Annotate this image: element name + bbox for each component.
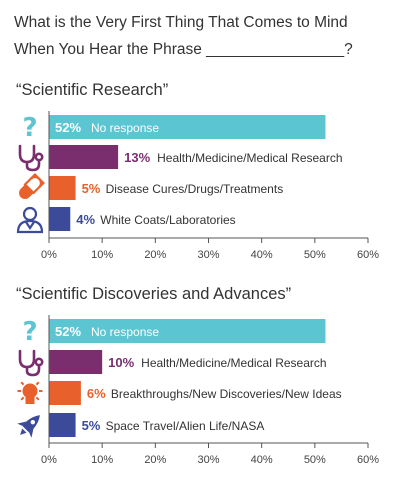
bar-value-label: 13% <box>124 150 150 165</box>
x-tick-label: 50% <box>304 454 326 466</box>
bar-category-label: Health/Medicine/Medical Research <box>157 151 342 165</box>
pill-icon <box>19 173 45 199</box>
chart-1-row-2: 13% Health/Medicine/Medical Research <box>18 144 343 172</box>
bar-category-label: Space Travel/Alien Life/NASA <box>106 419 265 433</box>
bar-category-label: Breakthroughs/New Discoveries/New Ideas <box>111 387 342 401</box>
bar-value-label: 5% <box>82 181 101 196</box>
bar <box>49 381 81 405</box>
x-tick-label: 10% <box>91 249 113 261</box>
chart-2-row-4: 5% Space Travel/Alien Life/NASA <box>17 413 265 438</box>
chart-2-title: “Scientific Discoveries and Advances” <box>16 285 292 303</box>
bar-value-label: 5% <box>82 418 101 433</box>
page-title-line-1: What is the Very First Thing That Comes … <box>14 14 348 31</box>
question-mark-icon: ? <box>22 113 37 143</box>
bar <box>49 350 103 374</box>
chart-2: ? 52% No response 10% Health/Medicine/Medica… <box>17 315 379 466</box>
bar-value-label: 10% <box>108 355 134 370</box>
chart-1-row-1: ? 52% No response <box>22 113 326 143</box>
bar <box>49 413 76 437</box>
x-tick-label: 0% <box>41 249 57 261</box>
chart-1-row-4: 4% White Coats/Laboratories <box>16 206 236 234</box>
x-tick-label: 20% <box>144 249 166 261</box>
x-tick-label: 40% <box>251 249 273 261</box>
x-tick-label: 40% <box>251 454 273 466</box>
x-tick-label: 60% <box>357 249 379 261</box>
bar-value-label: 52% <box>55 324 81 339</box>
bar-value-label: 52% <box>55 120 81 135</box>
chart-2-row-2: 10% Health/Medicine/Medical Research <box>18 349 327 377</box>
bar <box>49 207 71 231</box>
x-tick-label: 0% <box>41 454 57 466</box>
lightbulb-icon <box>17 381 43 404</box>
chart-1-row-3: 5% Disease Cures/Drugs/Treatments <box>19 173 284 200</box>
x-tick-label: 20% <box>144 454 166 466</box>
bar-category-label: Health/Medicine/Medical Research <box>141 356 326 370</box>
question-mark-icon: ? <box>22 317 37 347</box>
rocket-icon <box>17 415 40 438</box>
bar <box>49 176 76 200</box>
chart-2-row-1: ? 52% No response <box>22 317 326 347</box>
x-tick-label: 60% <box>357 454 379 466</box>
bar-value-label: 4% <box>76 212 95 227</box>
page-title-line-2: When You Hear the Phrase _______________… <box>14 41 353 58</box>
chart-2-row-3: 6% Breakthroughs/New Discoveries/New Idea… <box>17 381 342 405</box>
bar <box>49 115 326 139</box>
chart-1-title: “Scientific Research” <box>16 81 169 99</box>
x-tick-label: 50% <box>304 249 326 261</box>
stethoscope-icon <box>18 349 44 377</box>
doctor-icon <box>16 206 44 234</box>
bar-category-label: White Coats/Laboratories <box>100 213 235 227</box>
chart-1: ? 52% No response 13% Health/Medicine/Medica… <box>16 111 379 261</box>
bar-value-label: 6% <box>87 386 106 401</box>
bar-category-label: Disease Cures/Drugs/Treatments <box>106 182 284 196</box>
bar <box>49 319 326 343</box>
x-tick-label: 10% <box>91 454 113 466</box>
x-tick-label: 30% <box>197 454 219 466</box>
bar <box>49 145 119 169</box>
stethoscope-icon <box>18 144 44 172</box>
bar-category-label: No response <box>91 121 159 135</box>
x-tick-label: 30% <box>197 249 219 261</box>
bar-category-label: No response <box>91 325 159 339</box>
